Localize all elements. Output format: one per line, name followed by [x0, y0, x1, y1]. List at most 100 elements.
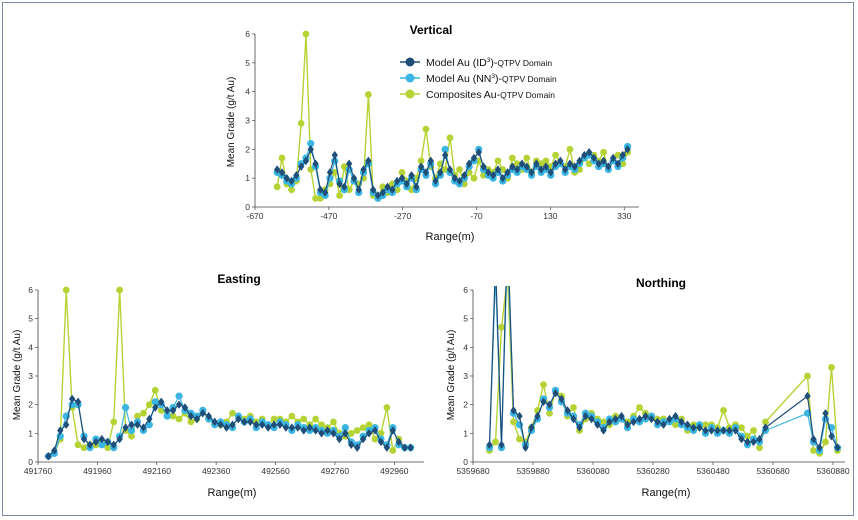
y-axis-label: Mean Grade (g/t Au) — [12, 330, 23, 421]
x-axis-label: Range(m) — [642, 487, 691, 499]
id3-point — [546, 400, 553, 409]
composite-point — [494, 157, 502, 165]
id3-point — [492, 257, 498, 265]
composite-point — [762, 418, 769, 426]
id3-point — [509, 162, 516, 171]
id3-point — [199, 409, 206, 418]
id3-point — [229, 420, 236, 429]
y-tick-label: 6 — [245, 29, 250, 39]
id3-point — [678, 417, 685, 427]
composite-point — [364, 91, 372, 98]
id3-point — [63, 420, 70, 429]
composite-point — [331, 169, 339, 176]
id3-point — [389, 185, 396, 194]
y-tick-label: 5 — [28, 314, 33, 324]
composite-point — [128, 432, 135, 440]
id3-point — [264, 423, 272, 432]
y-tick-label: 3 — [463, 371, 468, 381]
id3-point — [619, 150, 626, 160]
id3-point — [558, 394, 565, 404]
id3-point — [413, 182, 420, 192]
y-tick-label: 2 — [28, 400, 33, 410]
id3-point — [466, 159, 473, 168]
composite-point — [297, 119, 305, 127]
nn3-point — [151, 398, 159, 406]
composite-point — [446, 134, 454, 142]
y-axis-label: Mean Grade (g/t Au) — [226, 77, 237, 168]
composite-point — [508, 154, 516, 162]
id3-point — [566, 159, 574, 168]
id3-point — [288, 176, 295, 186]
id3-point — [312, 426, 319, 435]
id3-point — [762, 423, 769, 432]
x-tick-label: -470 — [320, 211, 337, 221]
id3-point — [446, 165, 454, 174]
id3-point — [756, 434, 763, 444]
id3-point — [486, 440, 493, 449]
y-axis-label: Mean Grade (g/t Au) — [446, 330, 457, 421]
composite-point — [542, 157, 550, 165]
id3-point — [350, 173, 358, 183]
id3-point — [336, 179, 343, 189]
composite-point — [116, 286, 124, 294]
nn3-point — [175, 392, 183, 400]
id3-point — [300, 426, 307, 435]
legend-label: Model Au (ID3)-QTPV Domain — [426, 57, 552, 69]
id3-point — [586, 148, 593, 157]
id3-point — [542, 162, 550, 171]
composite-point — [523, 154, 531, 162]
composite-point — [140, 409, 147, 417]
id3-point — [696, 423, 703, 432]
id3-point — [259, 420, 266, 429]
y-tick-label: 4 — [463, 342, 468, 352]
id3-point — [630, 417, 637, 427]
id3-point — [359, 434, 367, 444]
id3-point — [624, 420, 631, 429]
id3-point — [348, 440, 355, 449]
y-tick-label: 3 — [245, 116, 250, 126]
id3-point — [540, 397, 547, 406]
id3-point — [282, 423, 290, 432]
composite-point — [312, 194, 319, 202]
composite-point — [492, 438, 499, 446]
id3-point — [600, 156, 607, 166]
composite-point — [822, 438, 829, 446]
id3-point — [582, 411, 589, 421]
id3-point — [461, 171, 468, 180]
id3-point — [636, 414, 643, 424]
composite-point — [104, 444, 112, 452]
x-tick-label: 492360 — [202, 466, 231, 476]
id3-point — [816, 443, 823, 452]
composite-point — [288, 412, 296, 420]
composite-point — [62, 286, 70, 294]
id3-point — [810, 434, 817, 444]
composite-point — [273, 183, 281, 191]
id3-point — [330, 429, 337, 438]
x-tick-label: 492760 — [321, 466, 350, 476]
id3-series-line — [488, 286, 839, 449]
y-tick-label: 1 — [463, 428, 468, 438]
y-tick-label: 2 — [245, 144, 250, 154]
y-tick-label: 0 — [463, 457, 468, 467]
composite-point — [810, 447, 817, 454]
id3-point — [744, 437, 751, 447]
id3-point — [654, 417, 661, 427]
id3-point — [365, 429, 373, 438]
nn3-point — [341, 424, 349, 432]
id3-point — [432, 176, 439, 186]
id3-point — [480, 162, 487, 171]
id3-point — [422, 168, 430, 177]
id3-point — [322, 188, 329, 197]
composite-point — [278, 154, 286, 162]
x-axis-label: Range(m) — [426, 231, 475, 243]
id3-point — [528, 423, 535, 432]
id3-point — [600, 426, 607, 435]
composite-point — [169, 412, 177, 420]
id3-point — [595, 159, 602, 168]
id3-point — [648, 414, 655, 424]
id3-point — [317, 185, 324, 194]
id3-point — [612, 414, 619, 424]
id3-point — [355, 185, 362, 194]
id3-point — [270, 420, 278, 429]
id3-point — [576, 423, 583, 432]
